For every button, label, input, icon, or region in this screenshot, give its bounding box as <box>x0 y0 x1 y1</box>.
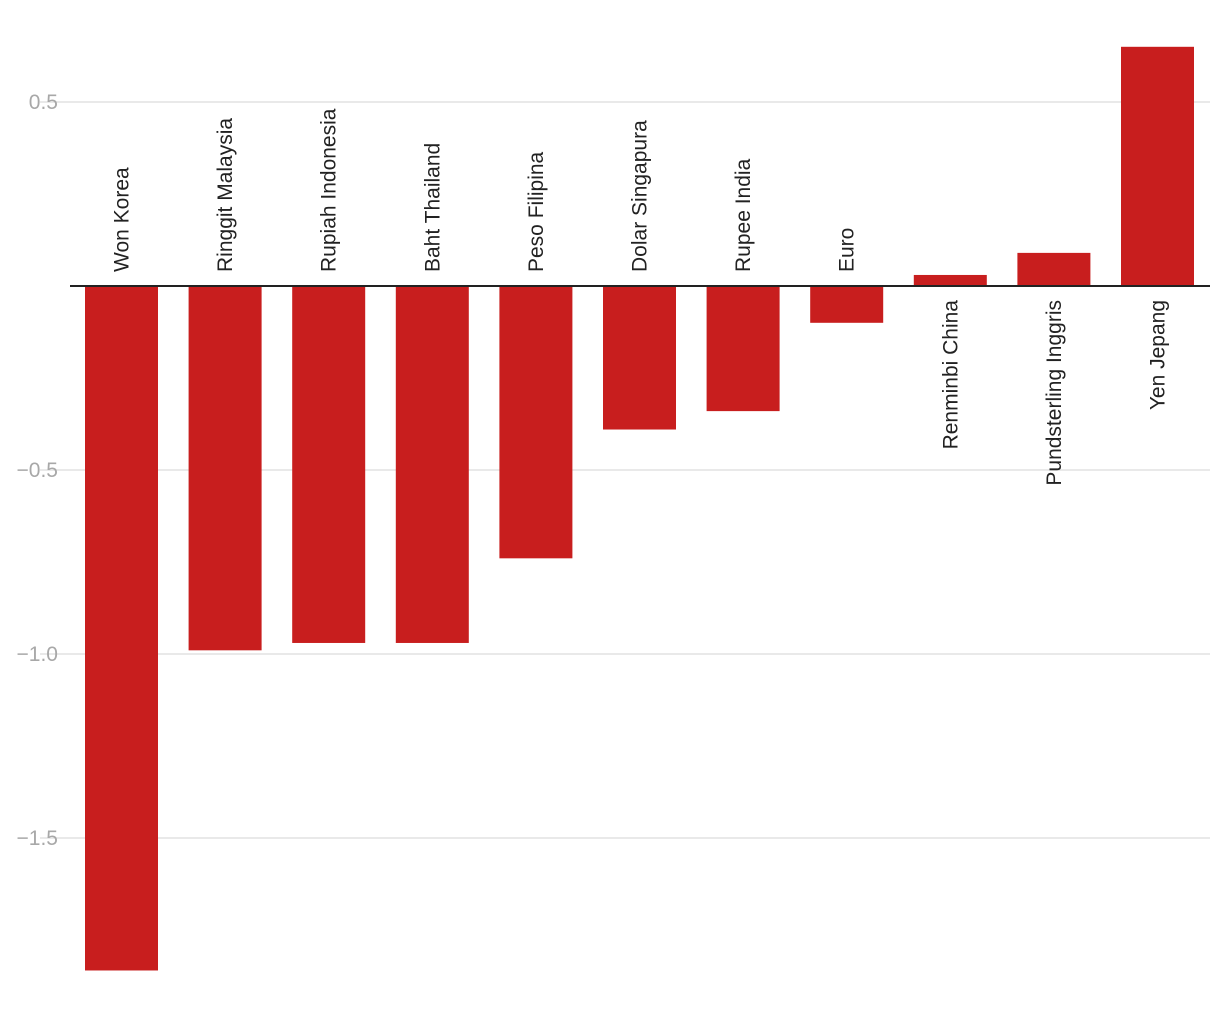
bar <box>913 274 987 286</box>
bar <box>188 286 262 651</box>
category-label: Ringgit Malaysia <box>214 118 237 272</box>
category-label: Pundsterling Inggris <box>1043 300 1066 486</box>
y-axis-ticks: 0.5 −0.5 −1.0 −1.5 <box>17 91 58 850</box>
y-tick-label: −1.5 <box>17 827 58 850</box>
category-label: Dolar Singapura <box>629 120 652 272</box>
category-label: Won Korea <box>111 167 134 272</box>
bar <box>603 286 676 430</box>
category-label: Renminbi China <box>939 300 962 450</box>
category-label: Rupiah Indonesia <box>318 108 341 272</box>
bars <box>85 46 1194 971</box>
bar <box>810 286 884 323</box>
category-label: Euro <box>836 228 859 272</box>
bar <box>1121 46 1194 286</box>
category-label: Baht Thailand <box>421 143 444 272</box>
bar <box>85 286 158 971</box>
bar <box>1017 252 1091 286</box>
y-tick-label: −1.0 <box>17 643 58 666</box>
bar <box>706 286 780 412</box>
category-labels: Won Korea Ringgit Malaysia Rupiah Indonesi… <box>111 108 1170 485</box>
y-tick-label: −0.5 <box>17 459 58 482</box>
bar <box>499 286 573 559</box>
category-label: Yen Jepang <box>1147 300 1170 410</box>
bar <box>395 286 469 643</box>
category-label: Peso Filipina <box>525 151 548 272</box>
bar <box>292 286 366 643</box>
y-tick-label: 0.5 <box>29 91 58 114</box>
category-label: Rupee India <box>732 158 755 272</box>
